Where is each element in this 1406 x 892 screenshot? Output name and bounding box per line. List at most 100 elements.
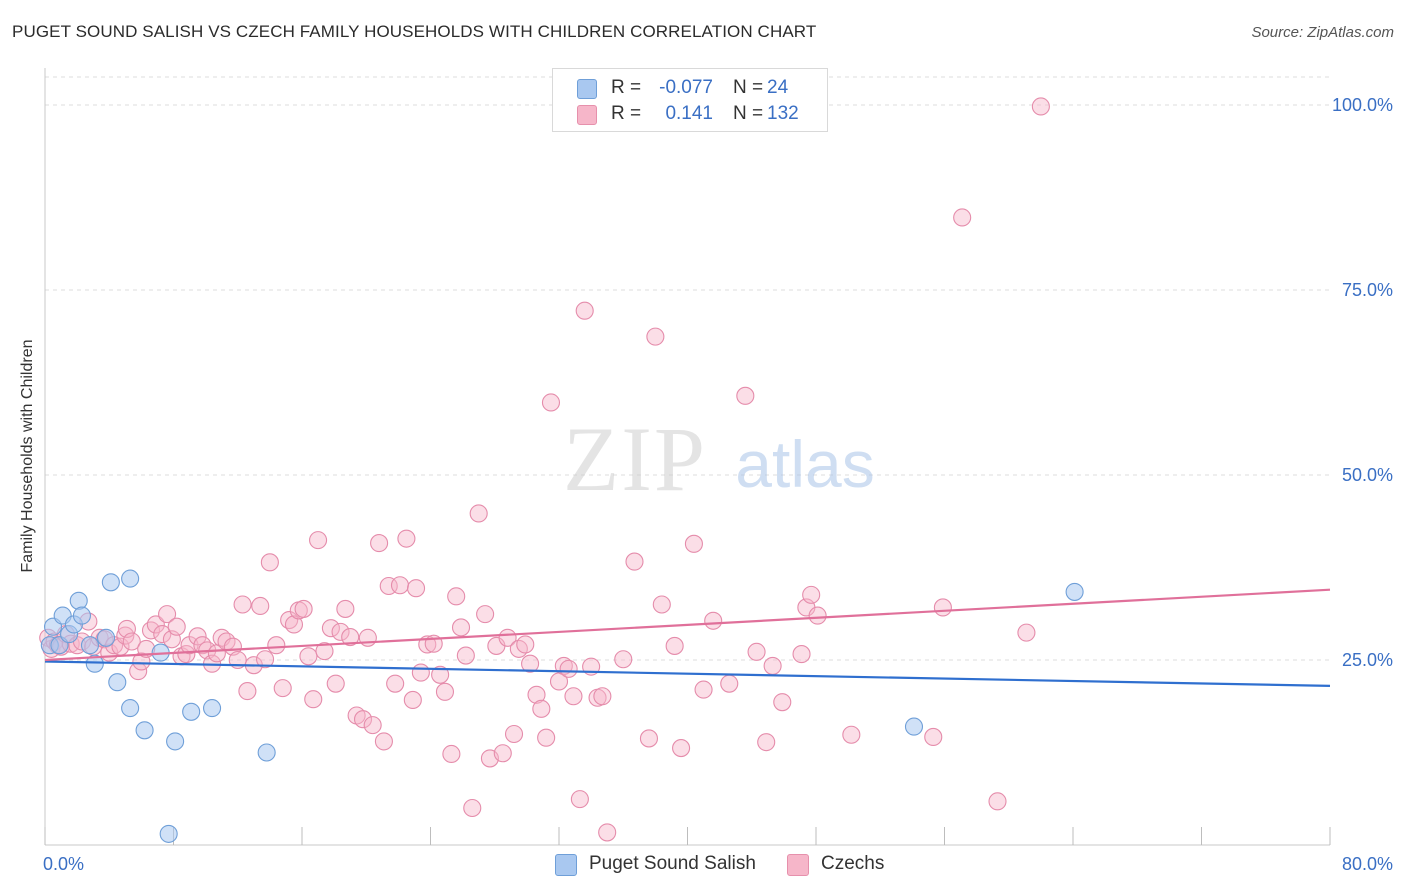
- salish-point: [108, 673, 127, 692]
- czech-point: [321, 619, 340, 638]
- czech-point: [933, 598, 952, 617]
- czech-point: [736, 386, 755, 405]
- legend-r-label: R =: [611, 77, 642, 98]
- czech-point: [593, 687, 612, 706]
- salish-point: [904, 717, 924, 736]
- czech-point: [757, 733, 776, 752]
- czech-point: [953, 208, 972, 227]
- czech-point: [411, 663, 430, 682]
- czech-point: [665, 636, 684, 655]
- czech-point: [406, 579, 426, 598]
- czech-point: [251, 596, 270, 616]
- y-tick-label: 75.0%: [1342, 280, 1393, 300]
- czech-point: [504, 724, 524, 744]
- legend-r-label: R =: [611, 103, 642, 124]
- watermark-zip: ZIP: [563, 408, 707, 510]
- legend-swatch-salish: [577, 79, 597, 99]
- czech-point: [146, 615, 165, 634]
- czech-point: [386, 674, 405, 693]
- czech-point: [233, 595, 252, 614]
- czech-point: [304, 690, 323, 709]
- czech-point: [476, 605, 495, 624]
- salish-point: [80, 636, 100, 655]
- czech-point: [331, 622, 350, 641]
- salish-point: [101, 573, 120, 592]
- czech-point: [792, 645, 811, 664]
- czech-point: [493, 744, 512, 763]
- czech-point: [456, 646, 475, 665]
- czech-point: [773, 693, 792, 712]
- czech-point: [122, 632, 141, 651]
- legend-n-label: N =: [733, 103, 764, 124]
- czech-point: [451, 618, 471, 637]
- salish-point: [1065, 582, 1084, 601]
- watermark-atlas: atlas: [735, 427, 874, 501]
- legend-swatch-salish: [555, 854, 577, 876]
- czech-point: [575, 301, 594, 320]
- czech-point: [598, 823, 617, 842]
- czech-point: [527, 685, 546, 704]
- czech-point: [684, 534, 703, 553]
- salish-point: [69, 591, 88, 610]
- czech-point: [158, 605, 177, 624]
- salish-point: [203, 699, 222, 718]
- axes: [44, 68, 1331, 846]
- czech-point: [167, 617, 186, 636]
- czech-point: [541, 393, 561, 412]
- salish-point: [135, 721, 154, 740]
- czech-point: [532, 699, 551, 718]
- salish-point: [85, 654, 104, 673]
- czech-point: [924, 727, 943, 747]
- czech-point: [521, 654, 540, 673]
- czech-point: [284, 615, 304, 634]
- correlation-legend: R = -0.077 N = 24 R = 0.141 N = 132: [552, 68, 828, 132]
- czech-point: [1031, 97, 1050, 116]
- chart-title: PUGET SOUND SALISH VS CZECH FAMILY HOUSE…: [12, 22, 817, 41]
- czech-point: [672, 739, 691, 758]
- y-tick-label: 50.0%: [1342, 465, 1393, 485]
- salish-point: [121, 569, 140, 588]
- series-legend: Puget Sound Salish Czechs: [0, 852, 1406, 878]
- czech-point: [614, 650, 633, 669]
- czech-point: [639, 729, 659, 748]
- czech-point: [435, 682, 455, 701]
- czech-point: [747, 642, 766, 661]
- czech-point: [463, 798, 482, 818]
- czech-point: [260, 553, 279, 572]
- legend-n-label: N =: [733, 77, 764, 98]
- czech-point: [720, 674, 739, 693]
- czech-point: [153, 625, 172, 644]
- salish-point: [72, 606, 91, 625]
- salish-point: [121, 699, 140, 718]
- czech-point: [1017, 623, 1036, 642]
- legend-r-value: -0.077: [659, 77, 713, 98]
- czech-point: [397, 529, 416, 548]
- tick-labels: 25.0% 50.0% 75.0% 100.0% 0.0% 80.0%: [43, 95, 1393, 874]
- data-points: [39, 97, 1084, 843]
- czech-point: [341, 628, 360, 647]
- czech-point: [273, 679, 292, 698]
- czech-point: [336, 599, 355, 618]
- x-tick-label-min: 0.0%: [43, 854, 84, 874]
- grid-lines: [45, 76, 1330, 661]
- czech-point: [537, 728, 556, 747]
- y-tick-label: 100.0%: [1332, 95, 1393, 115]
- czech-point: [516, 635, 535, 654]
- czech-point: [431, 665, 450, 684]
- salish-point: [159, 824, 178, 843]
- legend-n-value: 24: [767, 77, 789, 98]
- trend-lines: [44, 588, 1331, 687]
- x-tick-label-max: 80.0%: [1342, 854, 1393, 874]
- czech-point: [141, 621, 161, 640]
- czech-point: [193, 636, 212, 655]
- salish-trend-line: [44, 660, 1331, 687]
- source-label: Source: ZipAtlas.com: [1251, 24, 1394, 41]
- czech-point: [570, 790, 589, 809]
- czech-point: [326, 674, 345, 693]
- czech-point: [842, 725, 861, 744]
- legend-swatch-czechs: [787, 854, 809, 876]
- salish-point: [182, 702, 201, 721]
- legend-n-value: 132: [767, 103, 799, 124]
- czech-point: [625, 552, 644, 571]
